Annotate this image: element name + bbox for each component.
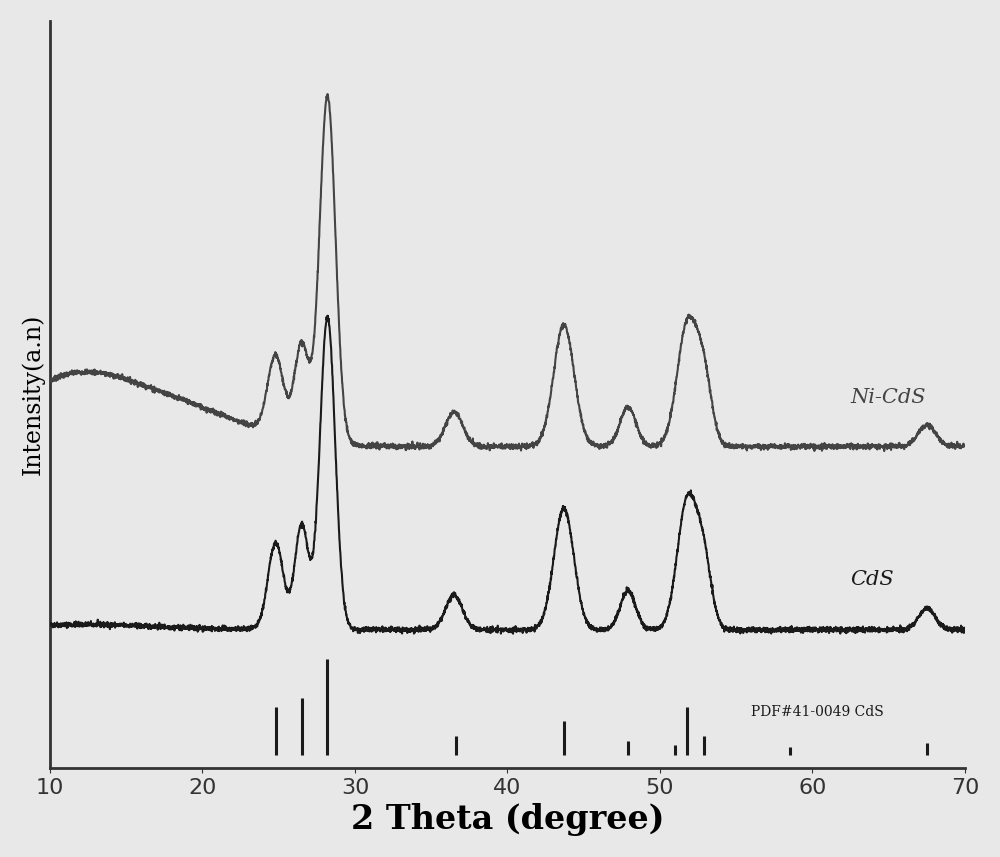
Y-axis label: Intensity(a.n): Intensity(a.n) (21, 314, 44, 475)
Text: CdS: CdS (851, 571, 894, 590)
X-axis label: 2 Theta (degree): 2 Theta (degree) (351, 803, 664, 836)
Text: PDF#41-0049 CdS: PDF#41-0049 CdS (751, 704, 884, 719)
Text: Ni-CdS: Ni-CdS (851, 388, 926, 407)
